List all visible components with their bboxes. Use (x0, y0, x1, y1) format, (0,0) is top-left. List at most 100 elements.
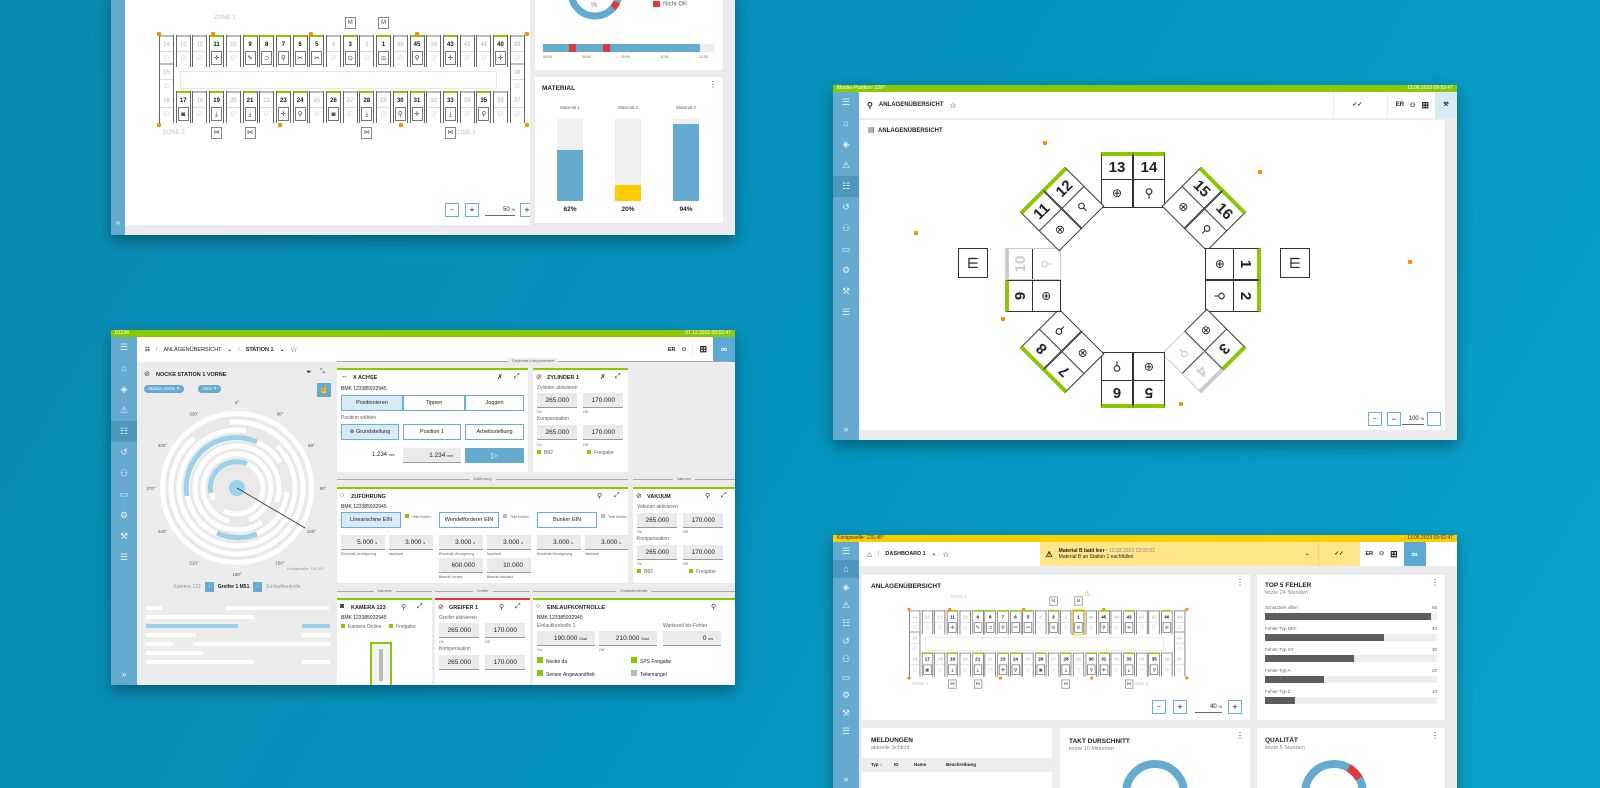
station-36[interactable]: 36 ∅ (493, 91, 508, 123)
station-26[interactable]: 26 ◙ (1035, 652, 1047, 677)
module-icon[interactable]: M (344, 17, 356, 29)
station-31[interactable]: 31 ✛ (409, 91, 425, 123)
chevron-down-icon[interactable]: ⌄ (279, 346, 285, 353)
favorite-star-icon[interactable]: ☆ (949, 100, 957, 110)
layers-icon[interactable]: ◈ (120, 384, 128, 394)
language-button[interactable]: ER (1386, 92, 1404, 118)
expand-icon[interactable]: ⤢ (514, 373, 520, 380)
zoom-in-button[interactable]: + (520, 203, 530, 217)
station-35[interactable]: 35 ⚲ (1148, 652, 1160, 677)
station-29[interactable]: 29 ∅ (376, 91, 392, 123)
breadcrumb[interactable]: DASHBOARD 1 (885, 551, 926, 557)
wait-value[interactable]: 0 ms (663, 631, 721, 646)
feed-value[interactable]: 5.000 s (341, 535, 385, 550)
feeder-icon[interactable]: ⋈ (211, 127, 223, 139)
pin-icon[interactable]: ⚲ (597, 493, 603, 500)
monitor-icon[interactable]: ▭ (841, 244, 851, 254)
off-value[interactable]: 170.000 (583, 393, 623, 408)
zoom-level[interactable]: 40 % (1195, 701, 1222, 713)
menu-icon[interactable]: ☰ (841, 546, 851, 556)
more-icon[interactable]: ⋮ (709, 80, 717, 89)
link-button[interactable]: ∞ (1403, 542, 1426, 566)
station-44[interactable]: 44 ∅ (1110, 610, 1123, 635)
warning-icon[interactable]: ⚠ (841, 160, 851, 170)
chevron-down-icon[interactable]: ⌄ (1305, 551, 1310, 557)
col-description[interactable]: Beschreibung (946, 762, 977, 767)
station-6[interactable]: 6 ⚲ (1101, 352, 1133, 408)
station-29[interactable]: 29 ∅ (1072, 652, 1085, 677)
target-position-input[interactable]: 1.234 mm (403, 448, 461, 463)
home-position-button[interactable]: ⊛ Grundstellung (341, 424, 399, 440)
station-37[interactable]: 37 ∅ (1173, 652, 1186, 677)
station-34[interactable]: 34 ∅ (1135, 652, 1148, 677)
station-32[interactable]: 32 ∅ (1110, 652, 1123, 677)
station-43[interactable]: 43 ✛ (1123, 610, 1135, 635)
station-30[interactable]: 30 ⚲ (392, 91, 408, 123)
station-24[interactable]: 24 ⚲ (1009, 652, 1022, 677)
station-16[interactable]: 16 ∅ (159, 91, 174, 123)
station-22[interactable]: 22 ∅ (984, 652, 996, 677)
zoom-out-button[interactable]: + (465, 203, 479, 217)
zoom-level[interactable]: 100 % (1402, 413, 1424, 425)
tools-button[interactable]: ⚒ (1435, 92, 1457, 118)
station-1[interactable]: 1 ⊙ (376, 35, 392, 67)
station-14[interactable]: 14 ∅ (159, 35, 174, 67)
breadcrumb[interactable]: ANLAGENÜBERSICHT (878, 102, 944, 108)
expand-icon[interactable]: » (843, 424, 849, 434)
col-name[interactable]: Name (914, 762, 927, 767)
comp-off-value[interactable]: 170.000 (683, 545, 723, 560)
off-value[interactable]: 210.000 Grad (599, 631, 657, 646)
station-18[interactable]: 18 ∅ (934, 652, 946, 677)
chevron-down-icon[interactable]: ⌄ (931, 551, 937, 557)
station-19[interactable]: 19 ⤓ (946, 652, 959, 677)
expand-icon[interactable]: » (115, 218, 121, 227)
sliders-icon[interactable]: ☷ (111, 421, 137, 442)
layers-icon[interactable]: ◈ (842, 139, 850, 149)
unpin-icon[interactable]: ✗ (497, 374, 503, 381)
station-25[interactable]: 25 ∅ (1022, 652, 1034, 677)
sliders-icon[interactable]: ☷ (841, 618, 851, 628)
apps-grid-icon[interactable]: ⊞ (1390, 548, 1398, 559)
camera-image[interactable] (370, 642, 392, 685)
station-13[interactable]: 13 ⊕ (1101, 152, 1133, 208)
station-44[interactable]: 44 ∅ (426, 35, 442, 67)
station-32[interactable]: 32 ∅ (426, 91, 442, 123)
history-icon[interactable]: ↺ (842, 202, 850, 212)
pin-icon[interactable]: ⚲ (499, 604, 505, 611)
on-value[interactable]: 265.000 (637, 513, 677, 528)
feed-value[interactable]: 3.000 s (487, 535, 531, 550)
feeder-icon[interactable]: ⋈ (1061, 679, 1071, 689)
feeder-icon[interactable]: ⋈ (361, 127, 373, 139)
station-28[interactable]: 28 ⤓ (359, 91, 375, 123)
col-type[interactable]: Typ ↓ (871, 762, 883, 767)
home-icon[interactable]: ⌂ (867, 549, 872, 559)
station-12[interactable]: 12 ∅ (192, 35, 208, 67)
breadcrumb-overview[interactable]: ANLAGENÜBERSICHT (163, 346, 222, 353)
station-6[interactable]: 6 ✂ (1009, 610, 1022, 635)
acknowledge-icon[interactable]: ✓✓ (1332, 92, 1381, 118)
network-icon[interactable]: ⚇ (841, 654, 851, 664)
station-27[interactable]: 27 ∅ (342, 91, 358, 123)
menu-icon[interactable]: ☰ (119, 342, 129, 352)
expand-icon[interactable]: ⤢ (614, 492, 620, 499)
station-22[interactable]: 22 ∅ (259, 91, 275, 123)
blow-air-value[interactable]: 600.000 (439, 558, 483, 573)
more-icon[interactable]: ⋮ (1431, 731, 1439, 740)
home-icon[interactable]: ⌂ (121, 363, 127, 373)
fit-view-button[interactable]: ⇔ (1152, 700, 1166, 714)
apps-grid-icon[interactable]: ⊞ (692, 344, 707, 355)
station-35[interactable]: 35 ⚲ (476, 91, 492, 123)
station-10[interactable]: 10 ∅ (225, 35, 241, 67)
expand-icon[interactable]: » (843, 774, 849, 784)
station-3[interactable]: 3 ⊙ (342, 35, 358, 67)
pin-icon[interactable]: ⚲ (705, 493, 711, 500)
feeder-icon[interactable]: ⋈ (244, 127, 256, 139)
feeder-icon[interactable]: ⋈ (948, 679, 957, 689)
monitor-icon[interactable]: ▭ (841, 672, 851, 682)
col-id[interactable]: ID (894, 762, 899, 767)
station-6[interactable]: 6 ✂ (292, 35, 308, 67)
off-value[interactable]: 170.000 (683, 513, 723, 528)
station-33[interactable]: 33 ⤓ (442, 91, 458, 123)
feed-value[interactable]: 3.000 s (389, 535, 433, 550)
station-19[interactable]: 19 ⤓ (209, 91, 225, 123)
